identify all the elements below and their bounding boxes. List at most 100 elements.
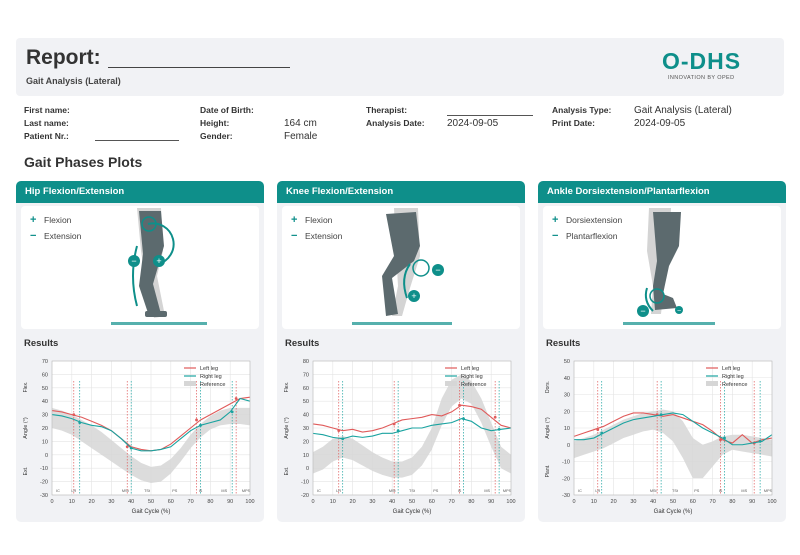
left-leg-point [493, 415, 497, 419]
phase-label: PS [694, 489, 700, 493]
patient-info-col-2: Date of Birth: Height: Gender: [200, 104, 254, 143]
x-tick-label: 100 [245, 499, 254, 505]
y-tick-label: 10 [303, 453, 309, 459]
x-tick-label: 80 [207, 499, 213, 505]
print-date-label: Print Date: [552, 118, 595, 128]
y-tick-label: 0 [306, 466, 309, 472]
hip-results-chart: -30 -20 -10 0 10 20 30 40 50 60 70 0 10 20 30 40 50 60 70 8… [23, 359, 255, 515]
phase-label: LR [336, 489, 341, 493]
y-tick-label: -20 [562, 476, 570, 482]
y-tick-label: 50 [303, 399, 309, 405]
x-tick-label: 70 [449, 499, 455, 505]
x-tick-label: 30 [630, 499, 636, 505]
y-tick-label: 30 [303, 426, 309, 432]
x-tick-label: 70 [710, 499, 716, 505]
x-tick-label: 20 [611, 499, 617, 505]
y-axis-label: Angle (°) [545, 417, 551, 439]
y-tick-label: 70 [303, 372, 309, 378]
knee-panel: Knee Flexion/Extension + Flexion − Extensi… [277, 181, 525, 522]
right-leg-point [199, 423, 202, 427]
report-title-underline [108, 67, 290, 68]
extension-legend: − Extension [30, 230, 81, 242]
analysis-date-label: Analysis Date: [366, 118, 425, 128]
phase-label: MS [221, 489, 227, 493]
ankle-illustration: + Dorsiextension − Plantarflexion − − [543, 206, 781, 329]
y-axis-bottom-label: Ext. [23, 467, 29, 476]
phase-label: IS [199, 489, 203, 493]
y-tick-label: 30 [564, 393, 570, 399]
legend-left-label: Left leg [461, 366, 479, 372]
phase-label: TSt [672, 489, 679, 493]
phase-label: MSt [122, 489, 130, 493]
y-tick-label: 70 [42, 359, 48, 365]
report-header: Report: Gait Analysis (Lateral) O-DHS IN… [16, 38, 784, 96]
x-tick-label: 0 [50, 499, 53, 505]
y-tick-label: 40 [564, 376, 570, 382]
knee-results-chart: -20 -10 0 10 20 30 40 50 60 70 80 0 10 20 30 40 50 60 70 80… [284, 359, 516, 515]
right-leg-line [574, 412, 773, 446]
print-date-value: 2024-09-05 [634, 118, 686, 129]
plantarflexion-label: Plantarflexion [566, 231, 618, 241]
report-subtitle: Gait Analysis (Lateral) [26, 76, 121, 86]
svg-text:−: − [640, 306, 645, 316]
legend-reference-swatch [184, 381, 196, 386]
patient-info-col-3: Therapist: Analysis Date: [366, 104, 425, 130]
company-logo: O-DHS INNOVATION BY OPED [662, 48, 758, 86]
left-leg-point [125, 445, 129, 449]
phase-label: IC [578, 489, 582, 493]
phase-label: IC [317, 489, 321, 493]
analysis-date-value: 2024-09-05 [447, 118, 499, 129]
x-tick-label: 60 [429, 499, 435, 505]
x-tick-label: 30 [369, 499, 375, 505]
right-leg-point [659, 413, 663, 416]
y-tick-label: -30 [40, 493, 48, 499]
therapist-field-line [447, 115, 533, 116]
ankle-results-chart: -30 -20 -10 0 10 20 30 40 50 0 10 20 30 40 50 60 70 80 90 1… [545, 359, 777, 515]
right-leg-line [51, 397, 251, 452]
dob-label: Date of Birth: [200, 105, 254, 115]
y-axis-top-label: Flex. [284, 382, 290, 393]
right-leg-point [129, 446, 133, 450]
minus-icon: − [291, 230, 298, 242]
phase-label: LR [595, 489, 600, 493]
y-tick-label: 20 [303, 439, 309, 445]
left-leg-point [596, 428, 600, 432]
hip-figure-icon: − + [111, 208, 207, 325]
x-tick-label: 90 [227, 499, 233, 505]
y-tick-label: 40 [42, 399, 48, 405]
phase-label: MS [741, 489, 747, 493]
x-tick-label: 10 [330, 499, 336, 505]
legend-right-label: Right leg [722, 374, 744, 380]
x-tick-label: 80 [729, 499, 735, 505]
patient-nr-field-line [95, 140, 179, 141]
plot-border [312, 360, 512, 496]
phase-label: TSt [144, 489, 151, 493]
reference-band [313, 374, 511, 478]
y-axis-bottom-label: Ext. [284, 467, 290, 476]
flexion-legend: + Flexion [291, 214, 332, 226]
right-leg-point [78, 421, 82, 425]
y-tick-label: -20 [301, 493, 309, 499]
y-tick-label: 60 [42, 372, 48, 378]
legend-reference-swatch [706, 381, 718, 386]
plus-icon: + [291, 214, 298, 226]
plus-icon: + [552, 214, 559, 226]
left-leg-line [573, 412, 773, 444]
height-label: Height: [200, 118, 230, 128]
x-axis-label: Gait Cycle (%) [654, 509, 693, 515]
y-tick-label: -10 [40, 466, 48, 472]
right-leg-point [600, 431, 604, 435]
left-leg-point [72, 413, 76, 416]
gender-value: Female [284, 131, 318, 142]
patient-info-col-4: Analysis Type: Print Date: [552, 104, 611, 130]
plantarflexion-legend: − Plantarflexion [552, 230, 618, 242]
legend-reference-label: Reference [461, 382, 486, 388]
extension-label: Extension [44, 231, 82, 241]
x-tick-label: 80 [468, 499, 474, 505]
x-tick-label: 60 [168, 499, 174, 505]
right-leg-point [497, 427, 501, 431]
x-tick-label: 0 [311, 499, 314, 505]
ankle-figure-icon: − − [623, 208, 715, 325]
x-tick-label: 30 [108, 499, 114, 505]
panel-title: Knee Flexion/Extension [277, 181, 525, 203]
